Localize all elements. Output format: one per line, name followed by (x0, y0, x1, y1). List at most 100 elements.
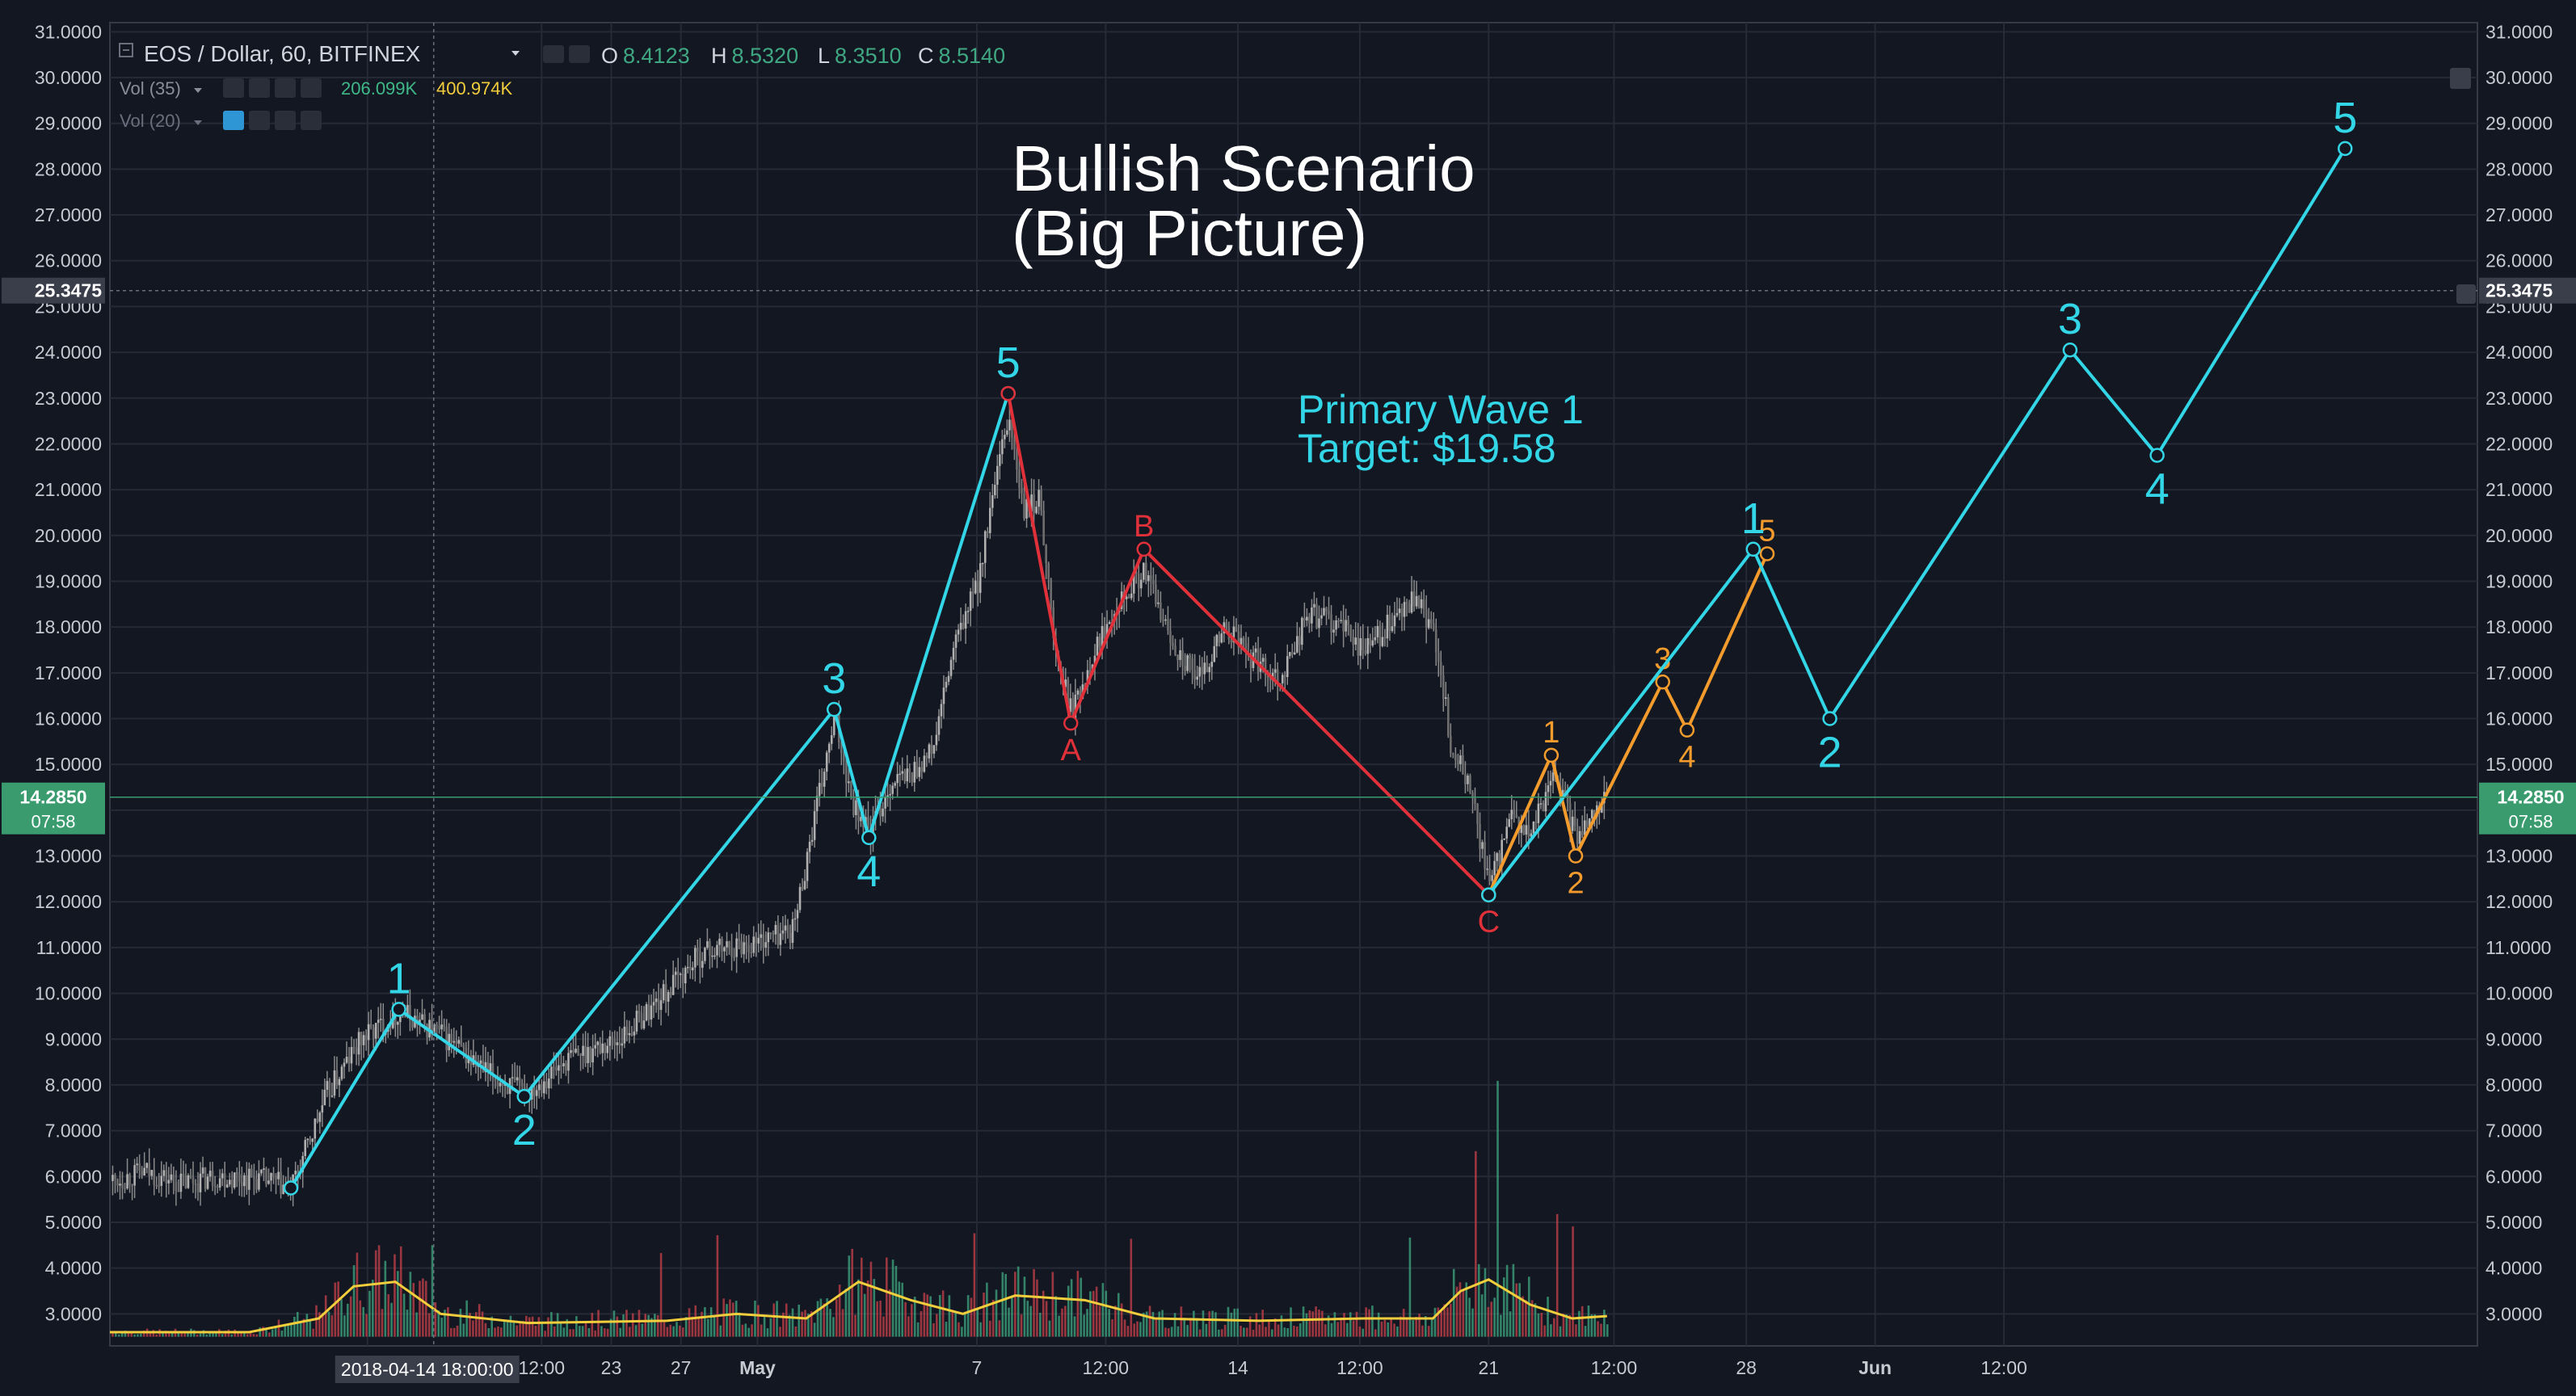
candle-body (194, 1184, 197, 1185)
candle-body (1515, 814, 1518, 818)
volume-bar (704, 1307, 706, 1337)
candle-body (608, 1036, 612, 1046)
candle-body (596, 1041, 599, 1045)
plus-icon[interactable] (2456, 284, 2476, 304)
chevron-down-icon[interactable] (194, 120, 202, 125)
candle-body (1349, 625, 1352, 637)
volume-bar (1170, 1327, 1173, 1337)
chevron-down-icon[interactable] (194, 88, 202, 93)
wave-point (1481, 887, 1496, 902)
candle-body (267, 1180, 270, 1184)
candle-body (1342, 620, 1345, 632)
eye-icon[interactable] (223, 111, 244, 130)
volume-bar (951, 1310, 954, 1337)
symbol-title[interactable]: EOS / Dollar, 60, BITFINEX (144, 41, 421, 66)
volume-bar (1371, 1306, 1374, 1337)
scale-icon[interactable] (2450, 68, 2471, 89)
candle-body (357, 1032, 360, 1055)
candle-body (499, 1083, 502, 1087)
candle-body (974, 580, 977, 594)
candle-body (1038, 490, 1040, 507)
candle-body (750, 952, 752, 953)
volume-bar (1425, 1316, 1427, 1337)
volume-bar (255, 1334, 259, 1337)
candle-body (1340, 620, 1342, 621)
collapse-icon[interactable] (119, 43, 133, 57)
volume-bar (1455, 1286, 1458, 1337)
volume-bar (377, 1245, 381, 1337)
volume-bar (988, 1320, 991, 1337)
volume-bar (249, 1331, 252, 1337)
volume-bar (302, 1318, 305, 1337)
y-tick-label-left: 9.0000 (45, 1028, 102, 1049)
candle-body (1532, 822, 1535, 834)
candle-body (1160, 602, 1162, 620)
volume-bar (440, 1318, 443, 1337)
candle-body (1303, 617, 1306, 621)
candle-body (360, 1032, 363, 1045)
y-tick-label-left: 6.0000 (45, 1166, 102, 1187)
volume-bar (1525, 1300, 1527, 1337)
settings-icon[interactable] (249, 78, 270, 98)
x-tick-label: 7 (971, 1357, 982, 1378)
x-tick-label: 27 (671, 1357, 692, 1378)
hide-icon[interactable] (569, 45, 590, 63)
candle-body (213, 1185, 217, 1188)
eye-icon[interactable] (223, 78, 244, 98)
volume-bar (819, 1298, 823, 1337)
candle-body (1273, 669, 1277, 673)
volume-bar (1358, 1327, 1362, 1337)
candle-body (988, 507, 991, 533)
candle-body (404, 1015, 406, 1018)
last-price-label-bg (2479, 782, 2576, 835)
settings-icon[interactable] (249, 111, 270, 130)
candle-body (796, 910, 799, 919)
vol20-label[interactable]: Vol (20) (120, 111, 181, 131)
volume-bar (779, 1327, 781, 1337)
volume-bar (1151, 1311, 1155, 1337)
candle-body (981, 562, 984, 565)
wave-label: 5 (1758, 514, 1775, 548)
y-tick-label-right: 9.0000 (2486, 1028, 2542, 1049)
volume-bar (165, 1331, 167, 1337)
volume-bar (215, 1331, 217, 1337)
candle-body (535, 1090, 538, 1096)
close-icon[interactable] (301, 78, 322, 98)
volume-bar (1355, 1311, 1358, 1337)
candle-body (923, 755, 926, 772)
y-tick-label-left: 31.0000 (35, 21, 102, 42)
crosshair-price-label-bg (2, 277, 105, 304)
candle-body (1493, 860, 1496, 876)
candle-body (633, 1031, 636, 1036)
candle-body (1381, 637, 1384, 646)
volume-bar (1396, 1326, 1399, 1337)
candle-body (1134, 572, 1138, 574)
candle-body (1244, 643, 1248, 654)
wave-point (283, 1180, 299, 1196)
vol35-label[interactable]: Vol (35) (120, 78, 181, 99)
volume-bar (1252, 1330, 1255, 1337)
candle-body (223, 1173, 226, 1188)
volume-bar (1572, 1226, 1574, 1337)
plus-icon[interactable] (275, 111, 296, 130)
wave-label: 3 (1654, 642, 1671, 676)
volume-bar (973, 1233, 976, 1337)
candle-body (1476, 803, 1479, 825)
volume-bar (512, 1320, 516, 1337)
volume-bar (1496, 1080, 1499, 1337)
volume-bar (1083, 1314, 1085, 1337)
volume-bar (1487, 1306, 1490, 1337)
close-icon[interactable] (301, 111, 322, 130)
chevron-down-icon[interactable] (511, 51, 520, 56)
volume-bar (494, 1327, 496, 1337)
settings-icon[interactable] (543, 45, 564, 63)
volume-bar (259, 1327, 262, 1337)
plus-icon[interactable] (275, 78, 296, 98)
candle-body (225, 1184, 229, 1188)
volume-bar (681, 1327, 684, 1337)
candle-body (1174, 645, 1176, 655)
candle-body (165, 1170, 168, 1184)
candle-body (882, 808, 884, 817)
volume-bar (556, 1313, 559, 1337)
